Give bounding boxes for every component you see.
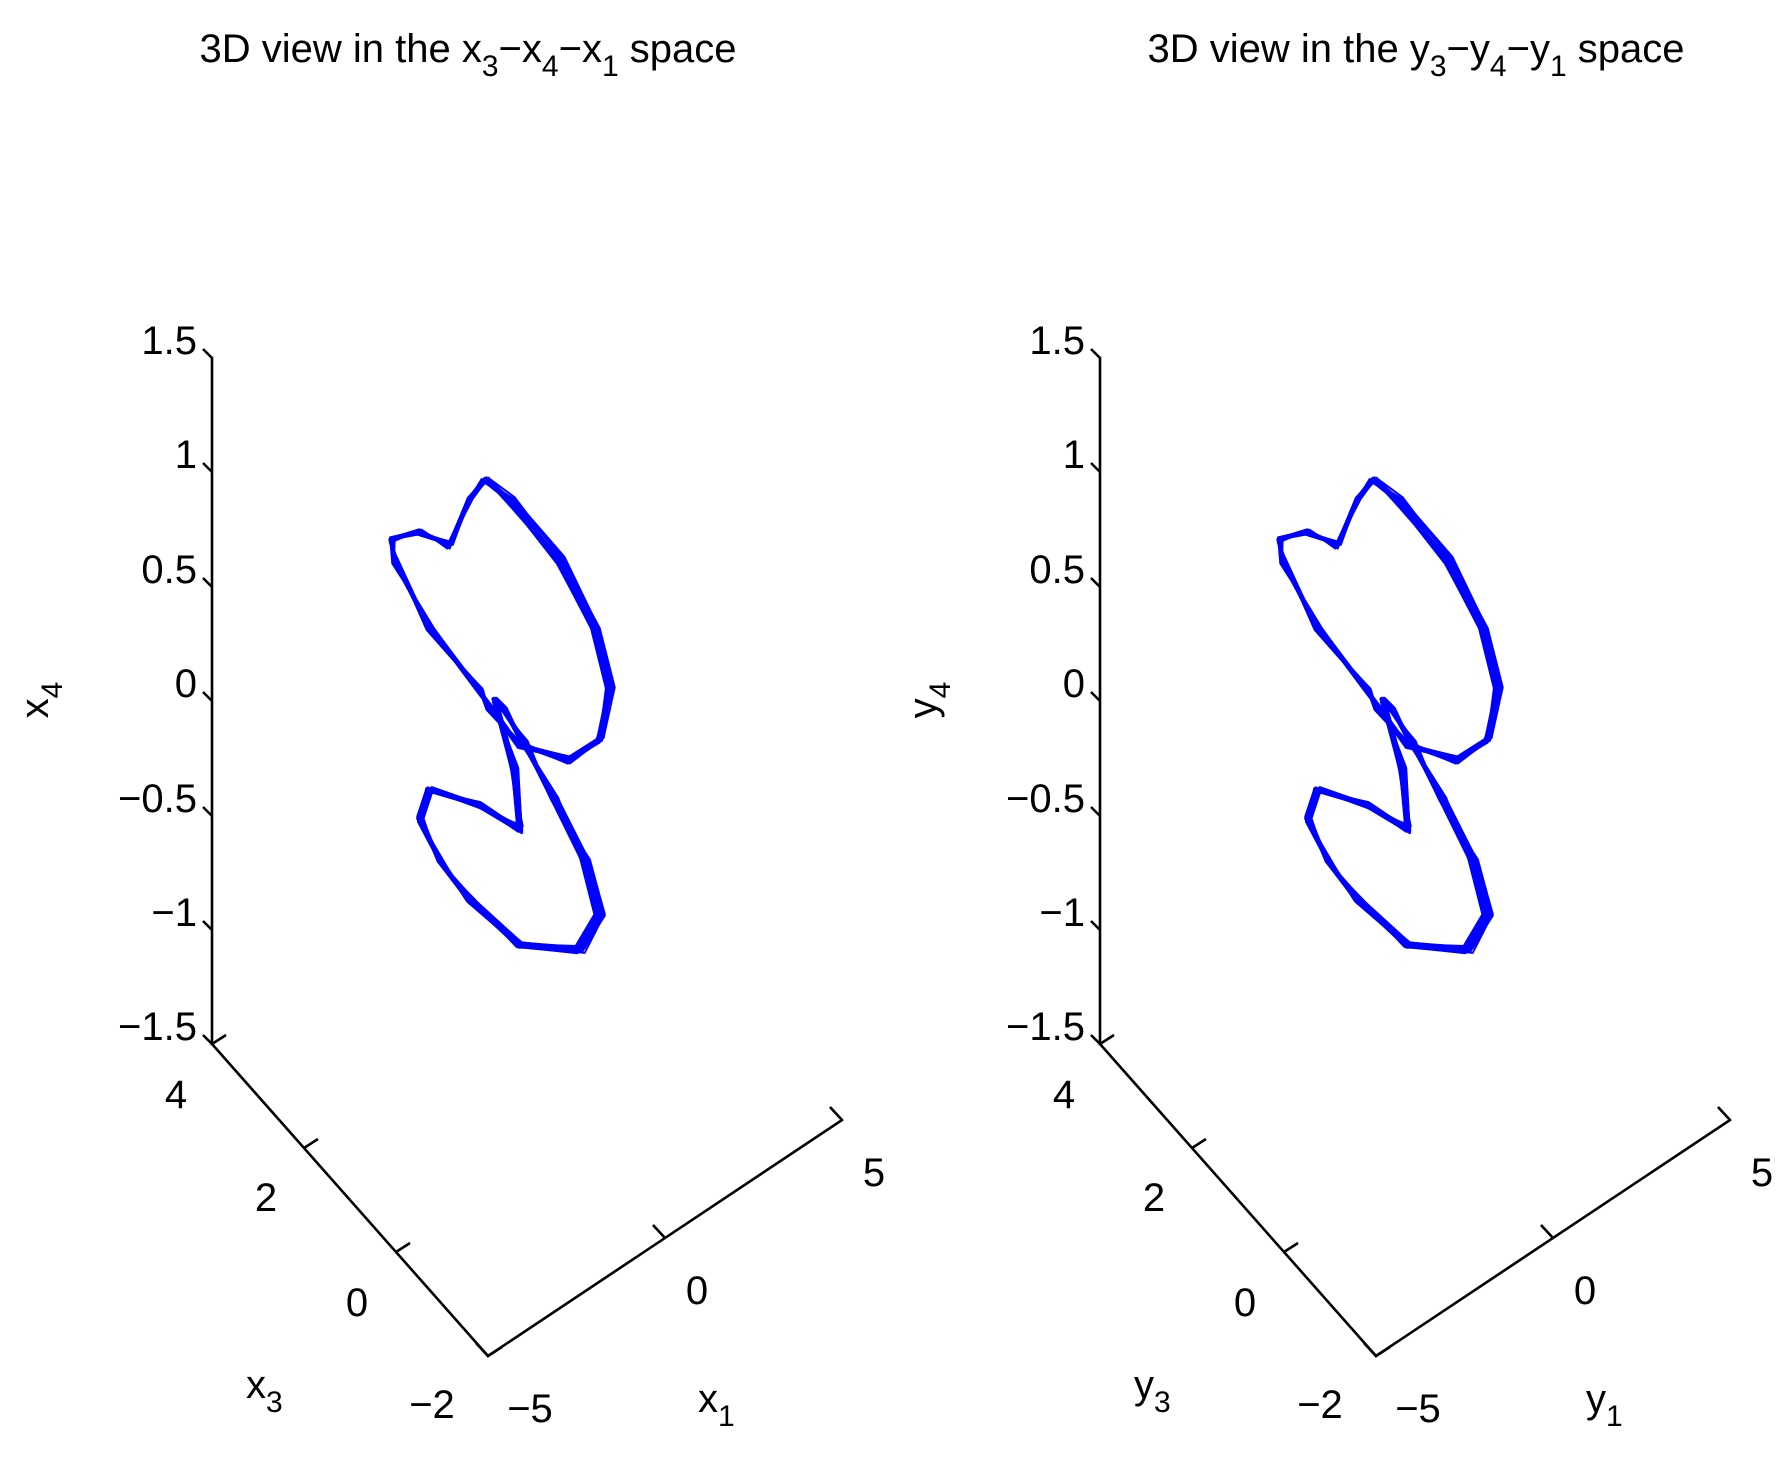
- right-htick-label: −5: [1395, 1387, 1441, 1431]
- right-dtick-label: 4: [1053, 1073, 1075, 1117]
- left-dtick-mark: [303, 1137, 319, 1150]
- right-dtick-mark: [1099, 1033, 1115, 1046]
- right-trajectory: [1276, 476, 1504, 955]
- right-dtick-label: 2: [1143, 1176, 1165, 1220]
- left-vtick-mark: [202, 1034, 213, 1045]
- left-htick-label: 0: [686, 1269, 708, 1313]
- right-vtick-label: 1: [1063, 433, 1085, 477]
- left-trajectory-segment: [389, 477, 608, 763]
- left-panel-title: 3D view in the x3−x4−x1 space: [200, 27, 737, 83]
- right-dtick-mark: [1375, 1345, 1391, 1358]
- left-vtick-label: 0: [175, 662, 197, 706]
- left-depth-axis-label: x3: [246, 1363, 283, 1419]
- left-trajectory-segment: [420, 700, 606, 950]
- right-vtick-mark: [1090, 577, 1101, 588]
- right-dtick-label: −2: [1297, 1383, 1343, 1427]
- right-vtick-mark: [1090, 348, 1101, 359]
- right-vtick-label: −0.5: [1006, 777, 1085, 821]
- right-vtick-label: 0.5: [1029, 548, 1085, 592]
- left-vtick-label: −1: [151, 891, 197, 935]
- right-vtick-label: −1.5: [1006, 1005, 1085, 1049]
- left-dtick-label: −2: [409, 1383, 455, 1427]
- left-htick-label: −5: [507, 1387, 553, 1431]
- right-vtick-label: 0: [1063, 662, 1085, 706]
- right-depth-axis-line: [1098, 1042, 1378, 1358]
- right-dtick-mark: [1191, 1137, 1207, 1150]
- left-dtick-mark: [395, 1241, 411, 1254]
- right-dtick-mark: [1283, 1241, 1299, 1254]
- left-dtick-label: 2: [255, 1176, 277, 1220]
- left-vtick-mark: [202, 920, 213, 931]
- left-vtick-label: 1: [175, 433, 197, 477]
- left-htick-label: 5: [863, 1151, 885, 1195]
- left-vtick-mark: [202, 577, 213, 588]
- right-horizontal-axis-label: y1: [1586, 1377, 1623, 1433]
- left-vtick-mark: [202, 806, 213, 817]
- right-vertical-axis-label: y4: [901, 682, 957, 719]
- left-depth-ticks: −2 0 2 4: [165, 1033, 503, 1427]
- left-vertical-ticks: −1.5 −1 −0.5 0 0.5 1 1.5: [118, 319, 213, 1049]
- left-dtick-mark: [211, 1033, 227, 1046]
- right-vtick-label: −1: [1039, 891, 1085, 935]
- left-vertical-axis-label: x4: [13, 682, 69, 719]
- right-htick-mark: [1363, 1342, 1377, 1357]
- right-vtick-mark: [1090, 462, 1101, 473]
- left-depth-axis-line: [210, 1042, 490, 1358]
- right-panel-title: 3D view in the y3−y4−y1 space: [1148, 27, 1685, 83]
- right-htick-mark: [1717, 1106, 1731, 1121]
- right-vtick-mark: [1090, 691, 1101, 702]
- left-dtick-label: 0: [346, 1281, 368, 1325]
- left-vtick-label: −0.5: [118, 777, 197, 821]
- left-vtick-label: −1.5: [118, 1005, 197, 1049]
- left-vtick-mark: [202, 348, 213, 359]
- right-depth-ticks: −2 0 2 4: [1053, 1033, 1391, 1427]
- left-dtick-mark: [487, 1345, 503, 1358]
- right-htick-label: 0: [1574, 1269, 1596, 1313]
- right-htick-label: 5: [1751, 1151, 1773, 1195]
- left-panel: 3D view in the x3−x4−x1 space −1.5 −1 −0…: [13, 27, 885, 1433]
- left-horizontal-axis-label: x1: [698, 1377, 735, 1433]
- left-vtick-label: 1.5: [141, 319, 197, 363]
- right-depth-axis-label: y3: [1134, 1363, 1171, 1419]
- right-dtick-label: 0: [1234, 1281, 1256, 1325]
- right-vtick-mark: [1090, 806, 1101, 817]
- right-vtick-mark: [1090, 1034, 1101, 1045]
- right-panel: 3D view in the y3−y4−y1 space −1.5 −1 −0…: [901, 27, 1773, 1433]
- right-trajectory-segment: [1308, 700, 1494, 950]
- left-vtick-mark: [202, 691, 213, 702]
- right-vtick-mark: [1090, 920, 1101, 931]
- right-horizontal-ticks: −5 0 5: [1363, 1106, 1773, 1431]
- left-htick-mark: [829, 1106, 843, 1121]
- left-vtick-mark: [202, 462, 213, 473]
- right-vertical-ticks: −1.5 −1 −0.5 0 0.5 1 1.5: [1006, 319, 1101, 1049]
- left-htick-mark: [652, 1224, 666, 1239]
- right-htick-mark: [1540, 1224, 1554, 1239]
- left-htick-mark: [475, 1342, 489, 1357]
- left-horizontal-ticks: −5 0 5: [475, 1106, 885, 1431]
- left-dtick-label: 4: [165, 1073, 187, 1117]
- right-vtick-label: 1.5: [1029, 319, 1085, 363]
- left-trajectory: [388, 476, 616, 955]
- left-vtick-label: 0.5: [141, 548, 197, 592]
- right-trajectory-segment: [1277, 477, 1496, 763]
